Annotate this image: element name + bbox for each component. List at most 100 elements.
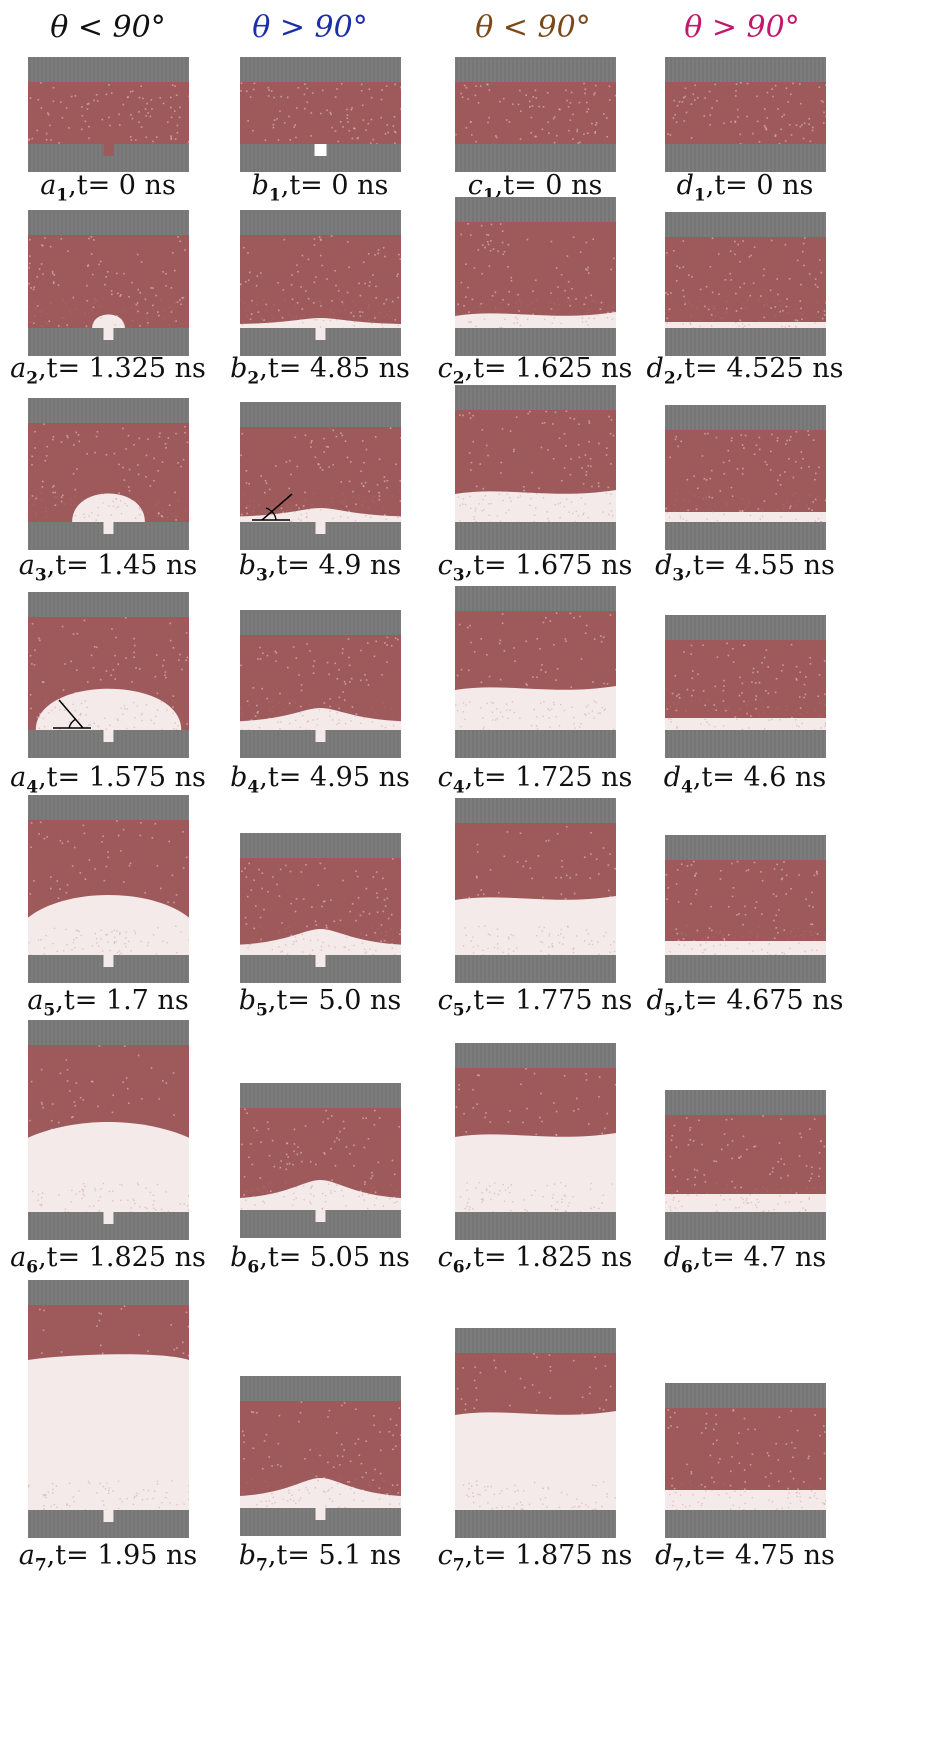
- panel-d3: [665, 405, 826, 550]
- panel-time: t= 1.7 ns: [63, 985, 189, 1016]
- caption-b2: b2,t= 4.85 ns: [230, 353, 410, 389]
- column-header-1: θ < 90°: [50, 10, 166, 45]
- panel-letter: d: [655, 1540, 673, 1571]
- panel-c2: [455, 197, 616, 356]
- vapor-region: [665, 1490, 826, 1510]
- panel-time: t= 4.525 ns: [684, 353, 844, 384]
- panel-letter: d: [646, 985, 664, 1016]
- panel-index: 7: [34, 1555, 47, 1576]
- panel-index: 2: [663, 368, 676, 389]
- liquid-region: [665, 640, 826, 730]
- top-wall: [240, 610, 401, 635]
- caption-a5: a5,t= 1.7 ns: [27, 985, 189, 1021]
- panel-time: t= 4.6 ns: [701, 762, 827, 793]
- caption-d4: d4,t= 4.6 ns: [663, 762, 827, 798]
- vapor-region: [92, 314, 125, 328]
- panel-time: t= 1.875 ns: [473, 1540, 633, 1571]
- top-wall: [240, 1083, 401, 1108]
- panel-time: t= 1.625 ns: [473, 353, 633, 384]
- bottom-wall: [665, 522, 826, 550]
- top-wall: [240, 402, 401, 427]
- panel-letter: d: [676, 170, 694, 201]
- panel-d2: [665, 212, 826, 356]
- panel-index: 4: [247, 777, 260, 798]
- top-wall: [455, 197, 616, 222]
- surface-cavity: [315, 1210, 326, 1222]
- panel-letter: a: [18, 550, 35, 581]
- panel-letter: b: [230, 762, 248, 793]
- panel-time: t= 1.675 ns: [473, 550, 633, 581]
- top-wall: [455, 1328, 616, 1353]
- top-wall: [665, 405, 826, 430]
- panel-b4: [240, 610, 401, 758]
- panel-letter: c: [437, 985, 453, 1016]
- caption-c3: c3,t= 1.675 ns: [437, 550, 633, 586]
- panel-letter: c: [437, 762, 453, 793]
- panel-index: 5: [256, 1000, 268, 1021]
- panel-c6: [455, 1043, 616, 1240]
- panel-letter: d: [655, 550, 673, 581]
- panel-index: 6: [26, 1257, 39, 1278]
- panel-letter: d: [646, 353, 664, 384]
- liquid-region: [240, 427, 401, 522]
- panel-time: t= 4.7 ns: [701, 1242, 827, 1273]
- panel-time: t= 4.85 ns: [267, 353, 410, 384]
- panel-time: t= 4.95 ns: [267, 762, 410, 793]
- panel-time: t= 1.575 ns: [46, 762, 206, 793]
- panel-c5: [455, 798, 616, 983]
- top-wall: [665, 1383, 826, 1408]
- vapor-region: [665, 941, 826, 955]
- panel-d1: [665, 57, 826, 172]
- contact-angle-tangent: [58, 699, 84, 729]
- surface-cavity: [103, 144, 114, 156]
- bottom-wall: [665, 955, 826, 983]
- panel-a3: [28, 398, 189, 550]
- top-wall: [240, 210, 401, 235]
- caption-d7: d7,t= 4.75 ns: [655, 1540, 835, 1576]
- panel-time: t= 4.9 ns: [276, 550, 402, 581]
- vapor-region: [455, 1133, 616, 1212]
- panel-index: 3: [672, 565, 685, 586]
- surface-cavity: [315, 1508, 326, 1520]
- panel-letter: a: [18, 1540, 35, 1571]
- top-wall: [28, 1280, 189, 1305]
- panel-d7: [665, 1383, 826, 1538]
- panel-time: t= 1.725 ns: [473, 762, 633, 793]
- vapor-region: [665, 1194, 826, 1212]
- vapor-region: [665, 512, 826, 522]
- contact-angle-arc: [68, 718, 77, 729]
- panel-time: t= 1.825 ns: [46, 1242, 206, 1273]
- panel-letter: c: [437, 353, 453, 384]
- caption-c7: c7,t= 1.875 ns: [437, 1540, 633, 1576]
- top-wall: [455, 57, 616, 82]
- panel-c1: [455, 57, 616, 172]
- panel-a5: [28, 795, 189, 983]
- panel-time: t= 1.825 ns: [473, 1242, 633, 1273]
- vapor-region: [240, 1180, 401, 1210]
- panel-letter: a: [10, 762, 27, 793]
- panel-time: t= 1.325 ns: [46, 353, 206, 384]
- vapor-region: [72, 493, 145, 522]
- panel-letter: a: [10, 1242, 27, 1273]
- panel-index: 1: [693, 185, 706, 206]
- caption-d5: d5,t= 4.675 ns: [646, 985, 844, 1021]
- vapor-region: [665, 718, 826, 730]
- surface-cavity: [315, 522, 326, 534]
- vapor-region: [240, 1478, 401, 1508]
- panel-b6: [240, 1083, 401, 1238]
- bottom-wall: [455, 1510, 616, 1538]
- panel-letter: d: [663, 1242, 682, 1273]
- top-wall: [665, 1090, 826, 1115]
- bottom-wall: [455, 730, 616, 758]
- panel-time: t= 5.05 ns: [267, 1242, 410, 1273]
- panel-index: 5: [452, 1000, 465, 1021]
- caption-b5: b5,t= 5.0 ns: [238, 985, 402, 1021]
- panel-d5: [665, 835, 826, 983]
- vapor-region: [28, 1122, 189, 1212]
- panel-time: t= 0 ns: [76, 170, 176, 201]
- vapor-region: [28, 1354, 189, 1510]
- top-wall: [665, 57, 826, 82]
- panel-letter: c: [437, 1242, 453, 1273]
- liquid-region: [665, 237, 826, 328]
- caption-d2: d2,t= 4.525 ns: [646, 353, 844, 389]
